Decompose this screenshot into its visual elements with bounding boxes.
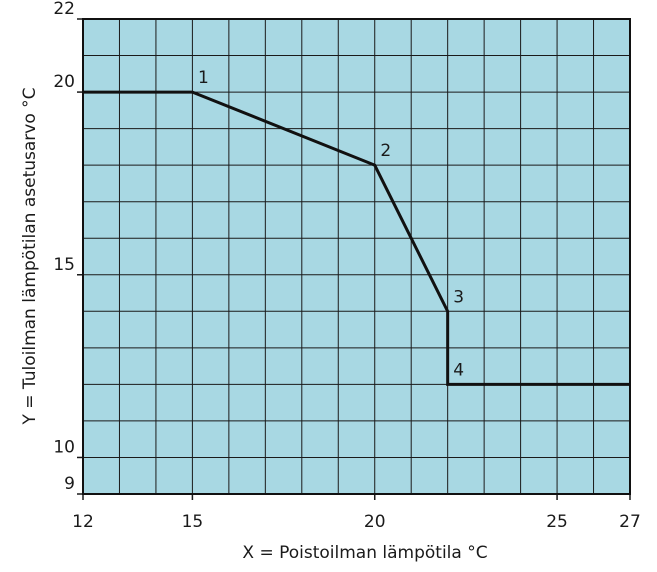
point-label: 2 <box>380 141 391 161</box>
y-tick-label: 10 <box>53 437 75 457</box>
x-tick-label: 25 <box>546 512 568 532</box>
y-tick-label: 22 <box>53 0 75 19</box>
line <box>83 90 630 386</box>
point-label: 4 <box>453 360 464 380</box>
x-tick-label: 15 <box>182 512 204 532</box>
y-axis-label: Y = Tuloilman lämpötilan asetusarvo °C <box>20 87 40 425</box>
y-tick-label: 9 <box>64 474 75 494</box>
x-tick-label: 12 <box>72 512 94 532</box>
point-label: 3 <box>453 287 464 307</box>
x-tick-label: 20 <box>364 512 386 532</box>
x-axis-label: X = Poistoilman lämpötila °C <box>242 543 487 563</box>
point-label: 1 <box>198 68 209 88</box>
plot-area <box>83 19 630 494</box>
x-tick-label: 27 <box>619 512 641 532</box>
plot-border <box>82 18 631 495</box>
y-tick-label: 15 <box>53 255 75 275</box>
y-tick-label: 20 <box>53 72 75 92</box>
